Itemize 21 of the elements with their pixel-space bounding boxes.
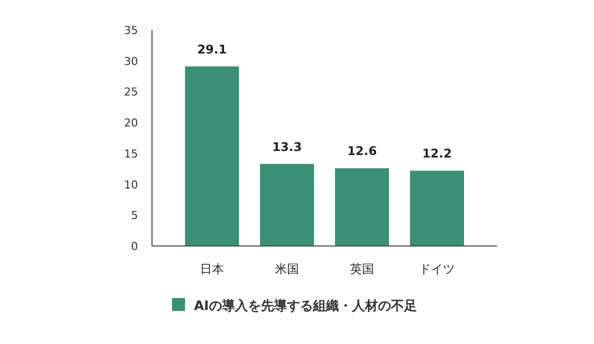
y-tick-label: 25 xyxy=(124,86,138,99)
bar xyxy=(260,164,314,246)
x-tick-label: 米国 xyxy=(275,262,299,276)
data-label: 29.1 xyxy=(197,42,227,56)
y-tick-label: 10 xyxy=(124,178,138,192)
y-tick-label: 30 xyxy=(124,54,138,68)
data-label: 12.6 xyxy=(347,144,377,158)
x-tick-label: 英国 xyxy=(350,262,374,276)
x-tick-label: ドイツ xyxy=(419,262,455,276)
y-tick-label: 20 xyxy=(124,116,138,130)
data-label: 13.3 xyxy=(272,140,302,154)
bar xyxy=(335,168,389,246)
y-tick-label: 15 xyxy=(124,147,138,160)
legend-label: AIの導入を先導する組織・人材の不足 xyxy=(194,298,417,314)
y-tick-label: 5 xyxy=(131,209,138,222)
x-tick-label: 日本 xyxy=(200,262,224,276)
y-tick-label: 0 xyxy=(131,240,138,253)
bar xyxy=(185,66,239,246)
y-tick-label: 35 xyxy=(124,24,138,37)
bar xyxy=(410,170,464,246)
data-label: 12.2 xyxy=(422,146,452,161)
